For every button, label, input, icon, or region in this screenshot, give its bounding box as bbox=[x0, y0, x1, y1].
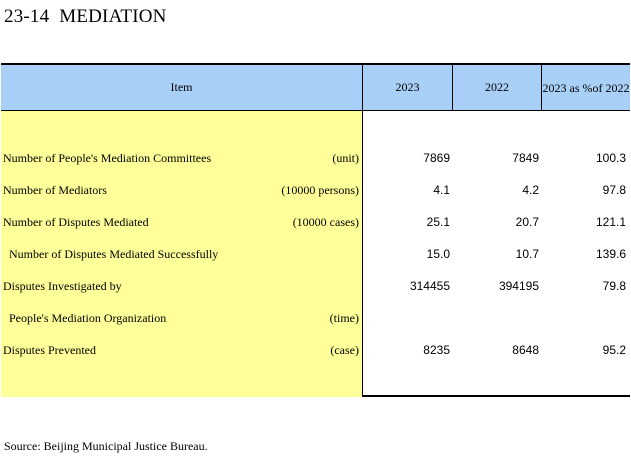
row-unit: (10000 cases) bbox=[292, 215, 359, 229]
source-note: Source: Beijing Municipal Justice Bureau… bbox=[4, 439, 208, 453]
value-2023: 25.1 bbox=[426, 215, 450, 229]
value-percent: 79.8 bbox=[602, 279, 626, 293]
value-2023: 4.1 bbox=[433, 183, 450, 197]
row-label: People's Mediation Organization bbox=[3, 311, 167, 325]
row-label: Number of Disputes Mediated Successfully bbox=[3, 247, 219, 261]
value-2022: 4.2 bbox=[522, 183, 539, 197]
table-row: Disputes Investigated by 314455 394195 7… bbox=[1, 277, 630, 297]
row-label: Disputes Investigated by bbox=[3, 279, 122, 293]
page-title: 23-14 MEDIATION bbox=[4, 6, 167, 27]
value-2022: 20.7 bbox=[515, 215, 539, 229]
header-percent: 2023 as % of 2022 bbox=[542, 65, 630, 111]
row-label: Disputes Prevented bbox=[3, 343, 96, 357]
table-row: Number of People's Mediation Committees … bbox=[1, 149, 630, 169]
row-label: Number of People's Mediation Committees bbox=[3, 151, 212, 165]
table-row: Number of Mediators (10000 persons) 4.1 … bbox=[1, 181, 630, 201]
table-row: Disputes Prevented (case) 8235 8648 95.2 bbox=[1, 341, 630, 361]
header-percent-line2: of 2022 bbox=[592, 80, 630, 95]
value-percent: 95.2 bbox=[602, 343, 626, 357]
row-unit: (10000 persons) bbox=[281, 183, 359, 197]
mediation-table: Item 2023 2022 2023 as % of 2022 Number … bbox=[1, 63, 630, 397]
value-2022: 394195 bbox=[498, 279, 539, 293]
value-2023: 15.0 bbox=[426, 247, 450, 261]
header-item: Item bbox=[1, 65, 363, 111]
value-2022: 10.7 bbox=[515, 247, 539, 261]
row-label: Number of Mediators bbox=[3, 183, 107, 197]
header-2023: 2023 bbox=[363, 65, 453, 111]
value-2023: 314455 bbox=[409, 279, 450, 293]
value-percent: 139.6 bbox=[595, 247, 626, 261]
value-percent: 121.1 bbox=[595, 215, 626, 229]
value-percent: 97.8 bbox=[602, 183, 626, 197]
row-unit: (unit) bbox=[332, 151, 359, 165]
item-column-background bbox=[1, 111, 363, 397]
value-2023: 8235 bbox=[423, 343, 450, 357]
value-2022: 8648 bbox=[512, 343, 539, 357]
header-percent-line1: 2023 as % bbox=[542, 80, 593, 95]
row-unit: (time) bbox=[329, 311, 359, 325]
header-2022: 2022 bbox=[453, 65, 542, 111]
table-row: People's Mediation Organization (time) bbox=[1, 309, 630, 329]
row-unit: (case) bbox=[330, 343, 359, 357]
table-row: Number of Disputes Mediated Successfully… bbox=[1, 245, 630, 265]
value-2023: 7869 bbox=[423, 151, 450, 165]
value-percent: 100.3 bbox=[595, 151, 626, 165]
row-label: Number of Disputes Mediated bbox=[3, 215, 149, 229]
table-row: Number of Disputes Mediated (10000 cases… bbox=[1, 213, 630, 233]
value-2022: 7849 bbox=[512, 151, 539, 165]
